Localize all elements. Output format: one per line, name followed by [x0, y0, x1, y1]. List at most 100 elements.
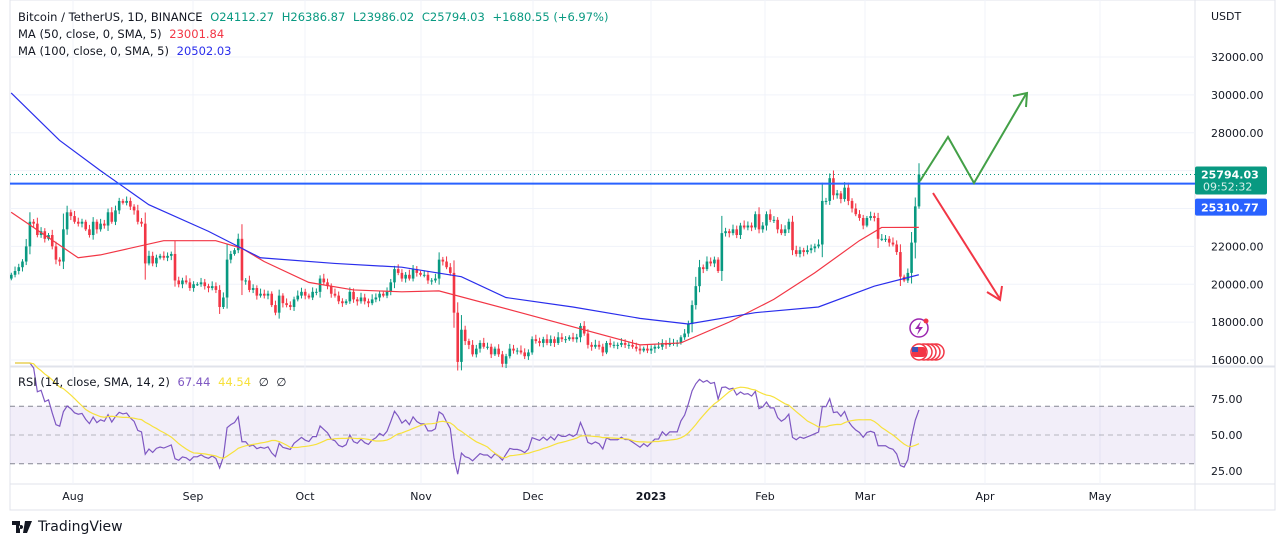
candle-body: [586, 333, 590, 345]
candle-body: [147, 255, 151, 264]
candle-body: [627, 344, 631, 346]
candle-body: [315, 291, 318, 293]
candle-body: [99, 223, 102, 230]
candle: [236, 233, 240, 254]
candle: [404, 272, 407, 283]
candle-body: [750, 225, 753, 228]
candle: [638, 345, 642, 355]
candle: [244, 278, 247, 285]
candle: [352, 288, 355, 303]
candle: [530, 336, 534, 355]
symbol-title[interactable]: Bitcoin / TetherUS, 1D, BINANCE: [18, 10, 203, 24]
candle-body: [456, 312, 460, 362]
candle: [828, 173, 832, 205]
candle: [80, 218, 84, 228]
candle: [192, 281, 195, 292]
countdown-label: 09:52:32: [1203, 181, 1252, 194]
candle-body: [556, 337, 560, 343]
candle: [746, 221, 750, 231]
candle-body: [292, 299, 296, 307]
tradingview-logo-icon: [12, 521, 32, 533]
candle: [832, 170, 835, 200]
candle-body: [638, 348, 642, 351]
candle: [687, 320, 690, 337]
candle-body: [367, 301, 370, 304]
candle: [910, 231, 913, 284]
candle: [653, 344, 657, 353]
candle: [266, 290, 270, 300]
candle-body: [303, 291, 307, 296]
candle-body: [285, 303, 288, 306]
candle: [355, 297, 359, 306]
candle: [724, 227, 727, 237]
candle-body: [173, 253, 177, 281]
candle: [556, 332, 560, 345]
candle: [289, 301, 292, 311]
candle: [768, 209, 772, 223]
candle: [58, 257, 61, 266]
candle: [661, 339, 664, 350]
candle-body: [129, 200, 132, 207]
candle: [218, 285, 221, 314]
candle-body: [813, 246, 817, 249]
candle-body: [687, 324, 690, 334]
candle-body: [199, 282, 203, 285]
candle: [850, 198, 854, 213]
candle: [32, 219, 35, 228]
candle-body: [222, 297, 225, 307]
candle-body: [475, 348, 478, 355]
ohlc-change: +1680.55 (+6.97%): [492, 10, 609, 24]
tradingview-logo[interactable]: TradingView: [12, 519, 123, 535]
candle: [315, 288, 318, 296]
candle-body: [787, 221, 791, 230]
candle-body: [876, 217, 880, 239]
candle-body: [724, 231, 727, 234]
candle: [281, 293, 285, 308]
rsi-value: 67.44: [177, 375, 211, 389]
candle: [155, 254, 158, 268]
candle: [251, 284, 255, 294]
candle-body: [240, 238, 244, 281]
candle: [527, 349, 530, 360]
candle: [590, 342, 593, 351]
candle-body: [277, 295, 281, 313]
candle-body: [467, 341, 471, 345]
rsi-legend[interactable]: RSI (14, close, SMA, 14, 2) 67.44 44.54 …: [18, 375, 290, 389]
price-tick-label: 32000.00: [1211, 51, 1264, 64]
candle-body: [17, 267, 21, 271]
candle-body: [281, 295, 285, 304]
candle: [627, 342, 631, 349]
candle-body: [489, 346, 493, 355]
time-tick-label: Mar: [855, 490, 876, 503]
candle: [91, 217, 95, 240]
candle-body: [541, 339, 545, 343]
candle-body: [798, 250, 802, 254]
price-tick-label: 30000.00: [1211, 89, 1264, 102]
candle: [21, 259, 24, 272]
candle-body: [103, 223, 106, 226]
candle: [564, 336, 567, 343]
candle: [229, 250, 233, 264]
level-price-tag: [1195, 198, 1267, 216]
candle: [560, 333, 564, 343]
ma100-legend[interactable]: MA (100, close, 0, SMA, 5) 20502.03: [18, 44, 236, 58]
candle: [512, 344, 515, 354]
candle: [162, 251, 166, 261]
candle-body: [411, 269, 415, 279]
candle: [277, 289, 281, 319]
candle-body: [661, 342, 664, 347]
candle: [303, 288, 307, 300]
candle: [508, 343, 512, 359]
candle: [322, 273, 326, 285]
candle: [802, 247, 805, 257]
ma50-legend[interactable]: MA (50, close, 0, SMA, 5) 23001.84: [18, 27, 228, 41]
time-tick-label: Oct: [295, 490, 315, 503]
candle: [716, 257, 720, 273]
candle: [582, 321, 586, 336]
candle: [445, 256, 448, 270]
candle-body: [370, 299, 374, 304]
candle-body: [497, 348, 500, 355]
candle-body: [296, 295, 300, 300]
candle-body: [545, 339, 549, 343]
